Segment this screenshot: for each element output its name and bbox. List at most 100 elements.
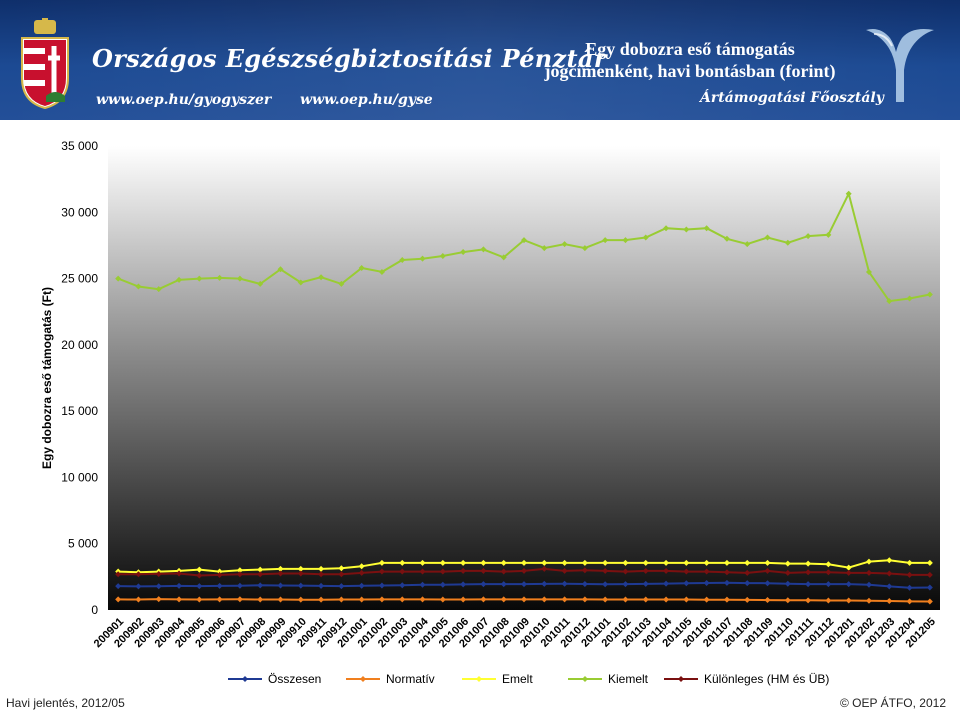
data-point <box>521 567 527 574</box>
data-point <box>358 264 365 271</box>
data-point <box>297 279 304 286</box>
data-point <box>500 559 507 566</box>
data-point <box>318 274 325 281</box>
legend-marker <box>476 676 482 682</box>
data-point <box>135 283 142 290</box>
data-point <box>602 596 609 603</box>
data-point <box>338 565 345 572</box>
data-point <box>744 596 751 603</box>
data-point <box>764 597 771 604</box>
report-title: Egy dobozra eső támogatás jogcímenként, … <box>500 38 880 82</box>
legend-marker <box>582 676 588 682</box>
data-point <box>642 580 649 587</box>
data-point <box>764 559 771 566</box>
data-point <box>906 571 913 578</box>
data-point <box>216 596 223 603</box>
data-point <box>683 596 690 603</box>
data-point <box>642 559 649 566</box>
y-tick-label: 10 000 <box>61 470 98 484</box>
data-point <box>378 268 385 275</box>
data-point <box>439 253 446 260</box>
data-point <box>378 559 385 566</box>
data-point <box>845 569 852 576</box>
data-point <box>602 237 609 244</box>
data-point <box>439 568 446 575</box>
data-point <box>500 596 507 603</box>
data-point <box>439 596 446 603</box>
data-point <box>236 567 243 574</box>
data-point <box>845 581 852 588</box>
url-gyogyszer-link[interactable]: www.oep.hu/gyogyszer <box>96 92 272 108</box>
data-point <box>257 280 264 287</box>
data-point <box>744 580 751 587</box>
data-point <box>439 581 446 588</box>
legend-marker <box>242 676 248 682</box>
data-point <box>521 559 527 566</box>
data-point <box>135 583 142 590</box>
data-point <box>865 268 872 275</box>
chart: Egy dobozra eső támogatás (Ft) 0 5 000 10 … <box>40 139 940 686</box>
y-tick-label: 20 000 <box>61 338 98 352</box>
series-2 <box>115 557 933 576</box>
data-point <box>480 581 487 588</box>
series-1 <box>115 596 933 605</box>
data-point <box>135 571 142 578</box>
legend-item: Összesen <box>228 672 321 686</box>
data-point <box>744 559 751 566</box>
data-point <box>236 582 243 589</box>
data-point <box>399 596 406 603</box>
data-point <box>865 558 872 565</box>
data-point <box>744 241 751 248</box>
report-title-line1: Egy dobozra eső támogatás <box>585 39 795 59</box>
data-point <box>216 582 223 589</box>
legend-marker <box>678 676 684 682</box>
data-point <box>581 581 588 588</box>
data-point <box>602 581 609 588</box>
data-point <box>825 561 832 568</box>
data-point <box>399 559 406 566</box>
legend-item: Kiemelt <box>568 672 649 686</box>
data-point <box>926 559 933 566</box>
data-point <box>663 225 670 232</box>
data-point <box>926 584 933 591</box>
data-point <box>663 596 670 603</box>
series-3 <box>115 190 933 305</box>
y-tick-label: 5 000 <box>68 537 98 551</box>
data-point <box>176 276 183 283</box>
data-point <box>500 581 507 588</box>
data-point <box>744 569 751 576</box>
data-point <box>399 568 406 575</box>
data-point <box>764 567 771 574</box>
data-point <box>115 583 122 590</box>
data-point <box>236 596 243 603</box>
data-point <box>825 581 832 588</box>
legend-label: Kiemelt <box>608 672 649 686</box>
data-point <box>906 559 913 566</box>
data-point <box>886 570 893 577</box>
data-point <box>378 582 385 589</box>
data-point <box>297 565 304 572</box>
data-point <box>805 233 812 240</box>
header-banner: Országos Egészségbiztosítási Pénztár www… <box>0 0 960 120</box>
report-title-line2: jogcímenként, havi bontásban (forint) <box>544 61 836 81</box>
data-point <box>845 190 852 197</box>
data-point <box>784 560 791 567</box>
legend-label: Normatív <box>386 672 435 686</box>
data-point <box>460 567 467 574</box>
data-point <box>703 596 710 603</box>
data-point <box>622 568 629 575</box>
data-point <box>723 235 730 242</box>
data-point <box>865 597 872 604</box>
data-point <box>723 569 730 576</box>
data-point <box>480 559 487 566</box>
legend-marker <box>360 676 366 682</box>
url-gyse-link[interactable]: www.oep.hu/gyse <box>300 92 433 108</box>
legend-label: Különleges (HM és ÜB) <box>704 672 829 686</box>
legend-item: Különleges (HM és ÜB) <box>664 672 829 686</box>
data-point <box>236 571 243 578</box>
data-point <box>378 568 385 575</box>
data-point <box>480 567 487 574</box>
data-point <box>642 234 649 241</box>
data-point <box>805 581 812 588</box>
y-tick-label: 0 <box>91 603 98 617</box>
